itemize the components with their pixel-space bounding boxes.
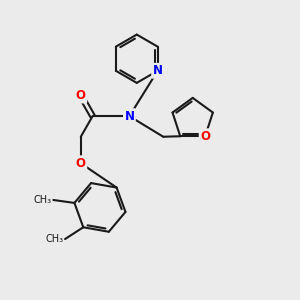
Text: CH₃: CH₃ (45, 234, 64, 244)
Text: N: N (124, 110, 134, 123)
Text: N: N (153, 64, 163, 77)
Text: O: O (76, 89, 86, 102)
Text: O: O (200, 130, 210, 143)
Text: CH₃: CH₃ (34, 195, 52, 205)
Text: O: O (76, 157, 86, 170)
